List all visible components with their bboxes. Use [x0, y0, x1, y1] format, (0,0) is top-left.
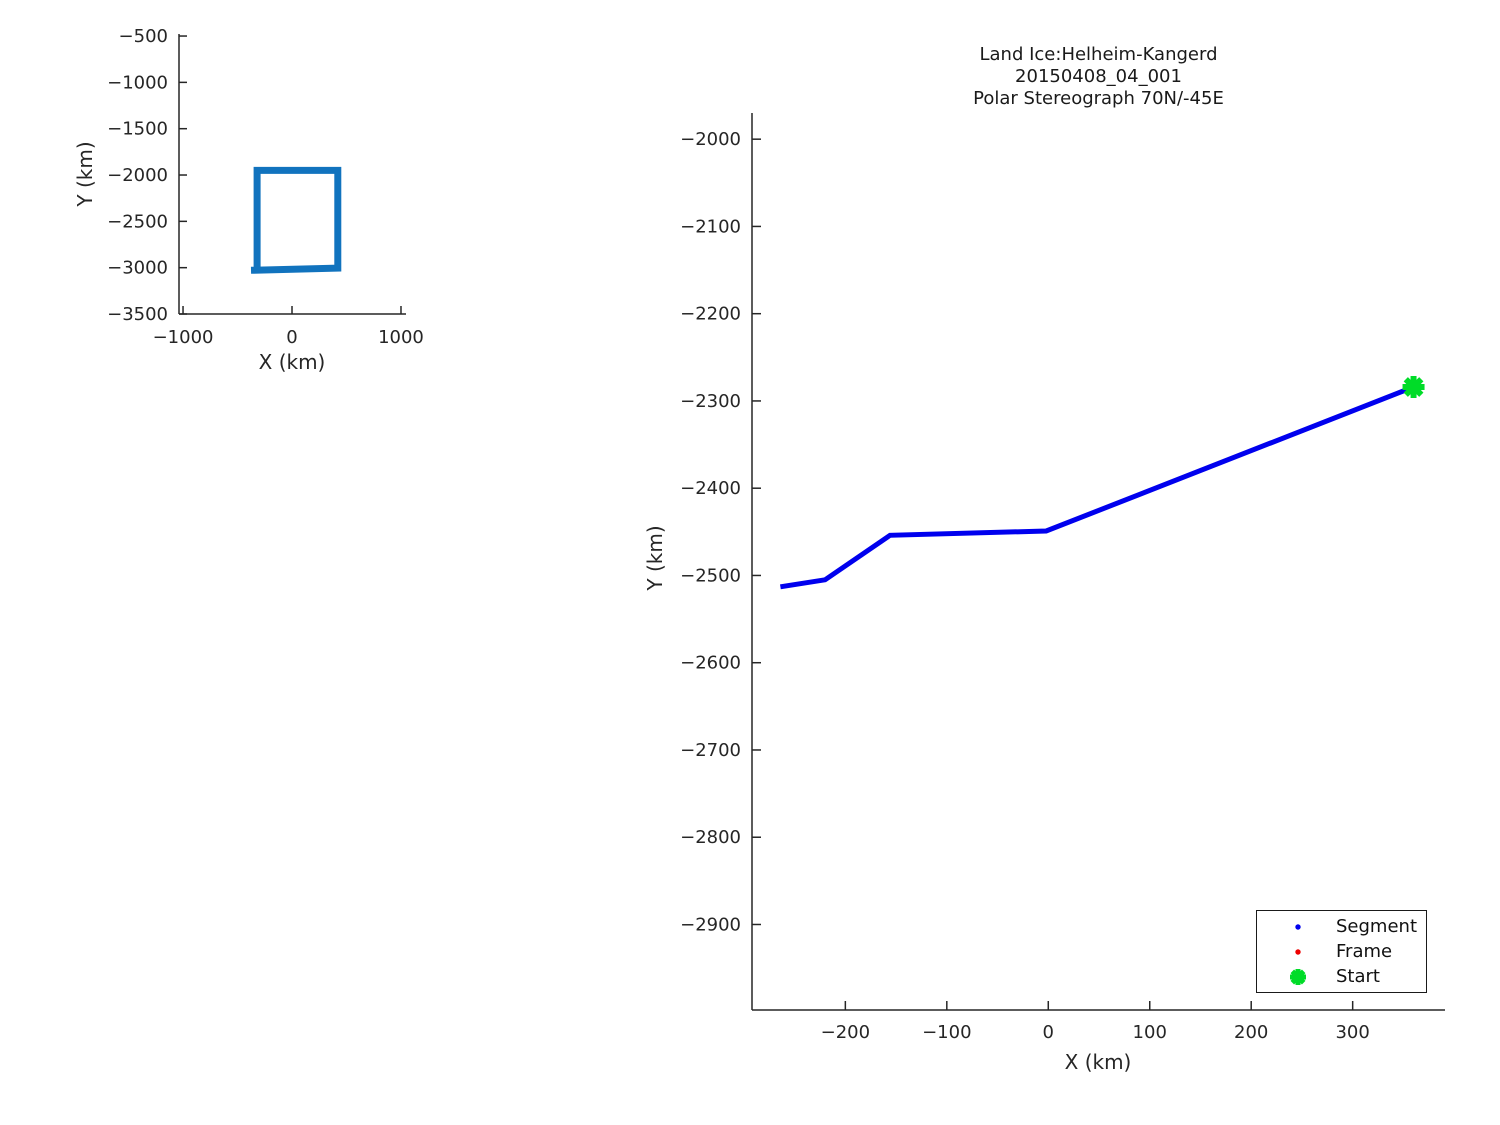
y-tick-label: −2000: [107, 165, 168, 186]
track-xlabel: X (km): [1064, 1050, 1132, 1074]
start-asterisk-icon: [1269, 965, 1327, 989]
y-tick-label: −2200: [680, 304, 741, 325]
y-tick-label: −2600: [680, 653, 741, 674]
legend-label-start: Start: [1336, 966, 1380, 987]
y-tick-label: −2100: [680, 216, 741, 237]
y-tick-label: −2300: [680, 391, 741, 412]
title-line-3: Polar Stereograph 70N/-45E: [973, 88, 1224, 109]
y-tick-label: −2900: [680, 914, 741, 935]
legend-label-frame: Frame: [1336, 941, 1393, 962]
plot-title: Land Ice:Helheim-Kangerd 20150408_04_001…: [752, 44, 1445, 110]
legend-item-segment: Segment: [1269, 914, 1426, 939]
title-line-1: Land Ice:Helheim-Kangerd: [979, 44, 1218, 65]
segment-track-line: [780, 384, 1415, 590]
segment-dot-icon: [1269, 916, 1327, 938]
y-tick-label: −3000: [107, 258, 168, 279]
overview-xlabel: X (km): [258, 350, 326, 374]
x-tick-label: 200: [1234, 1022, 1268, 1043]
overview-plot: −1000 0 1000 −500 −1000 −1500 −2000 −2500 −3000 −…: [107, 26, 424, 348]
x-tick-label: −100: [922, 1022, 971, 1043]
y-tick-label: −2500: [680, 565, 741, 586]
y-tick-label: −500: [119, 26, 168, 47]
start-marker: [1402, 375, 1425, 398]
title-line-2: 20150408_04_001: [1015, 66, 1182, 87]
y-tick-label: −2000: [680, 129, 741, 150]
y-tick-label: −2800: [680, 827, 741, 848]
legend: Segment Frame Start: [1256, 910, 1427, 993]
legend-label-segment: Segment: [1336, 916, 1417, 937]
coverage-outline-line: [250, 166, 342, 274]
y-tick-label: −2400: [680, 478, 741, 499]
overview-ylabel: Y (km): [73, 141, 97, 207]
y-tick-label: −3500: [107, 304, 168, 325]
x-tick-label: 100: [1133, 1022, 1167, 1043]
x-tick-label: −200: [821, 1022, 870, 1043]
frame-dot-icon: [1269, 941, 1327, 963]
x-tick-label: 0: [286, 327, 297, 348]
track-ylabel: Y (km): [643, 525, 667, 591]
x-tick-label: −1000: [153, 327, 214, 348]
y-tick-label: −2500: [107, 211, 168, 232]
x-tick-label: 0: [1043, 1022, 1054, 1043]
y-tick-label: −1000: [107, 72, 168, 93]
x-tick-label: 1000: [378, 327, 424, 348]
legend-item-frame: Frame: [1269, 939, 1426, 964]
y-tick-label: −1500: [107, 119, 168, 140]
y-tick-label: −2700: [680, 740, 741, 761]
legend-item-start: Start: [1269, 964, 1426, 989]
x-tick-label: 300: [1335, 1022, 1369, 1043]
track-plot: −200 −100 0 100 200 300 −2000 −2100 −2200 −2300 −2…: [680, 113, 1445, 1043]
